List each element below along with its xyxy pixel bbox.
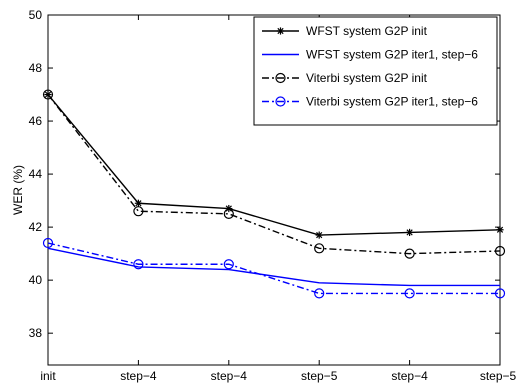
y-axis-label: WER (%) [11, 165, 25, 215]
data-point-star-marker [44, 90, 52, 99]
series-layer [42, 89, 506, 299]
x-tick-label: step−5 [480, 369, 517, 383]
series-line [47, 94, 501, 255]
legend-circle-marker [275, 72, 286, 84]
series-line [47, 94, 501, 236]
legend-entry: WFST system G2P iter1, step−6 [262, 48, 478, 62]
data-point-circle-marker [494, 288, 506, 299]
legend-entry: WFST system G2P init [262, 24, 428, 38]
data-point-circle-marker [404, 248, 415, 259]
y-tick-label: 50 [29, 8, 43, 22]
x-tick-label: step−4 [120, 369, 157, 383]
data-point-circle-marker [494, 245, 506, 257]
series-line [47, 247, 500, 287]
x-tick-label: init [40, 369, 56, 383]
y-axis: 38 40 42 44 46 48 50 [29, 8, 500, 340]
x-tick-label: step−4 [391, 369, 428, 383]
data-point-circle-marker [314, 243, 325, 254]
data-point-star-marker [406, 228, 414, 237]
data-point-circle-marker [133, 259, 144, 270]
data-point-circle-marker [42, 237, 54, 249]
series-1 [47, 247, 500, 287]
data-point-star-marker [134, 199, 142, 207]
data-point-circle-marker [314, 288, 325, 299]
y-tick-label: 42 [29, 220, 43, 234]
x-axis: init step−4 step−4 step−5 step−4 step−5 [40, 15, 517, 383]
data-point-circle-marker [42, 89, 54, 100]
legend-entry: Viterbi system G2P init [262, 71, 428, 85]
legend-star-marker [276, 27, 285, 35]
x-tick-label: step−4 [211, 369, 248, 383]
y-tick-label: 46 [29, 114, 43, 128]
series-0 [44, 90, 504, 239]
data-point-star-marker [225, 204, 233, 213]
data-point-star-marker [496, 226, 504, 234]
series-line [47, 242, 500, 295]
legend: WFST system G2P init WFST system G2P iter… [253, 16, 498, 126]
legend-label: Viterbi system G2P iter1, step−6 [306, 95, 478, 109]
legend-label: WFST system G2P init [306, 24, 428, 38]
legend-label: WFST system G2P iter1, step−6 [306, 48, 478, 62]
series-3 [42, 237, 506, 299]
legend-circle-marker [275, 96, 286, 107]
legend-entry: Viterbi system G2P iter1, step−6 [262, 95, 478, 109]
y-tick-label: 40 [29, 273, 43, 287]
data-point-star-marker [315, 231, 323, 239]
legend-label: Viterbi system G2P init [306, 71, 428, 85]
legend-box [253, 16, 498, 126]
y-tick-label: 44 [29, 167, 43, 181]
x-tick-label: step−5 [301, 369, 338, 383]
y-tick-label: 38 [29, 326, 43, 340]
data-point-circle-marker [223, 259, 234, 270]
data-point-circle-marker [404, 288, 415, 299]
y-tick-label: 48 [29, 61, 43, 75]
